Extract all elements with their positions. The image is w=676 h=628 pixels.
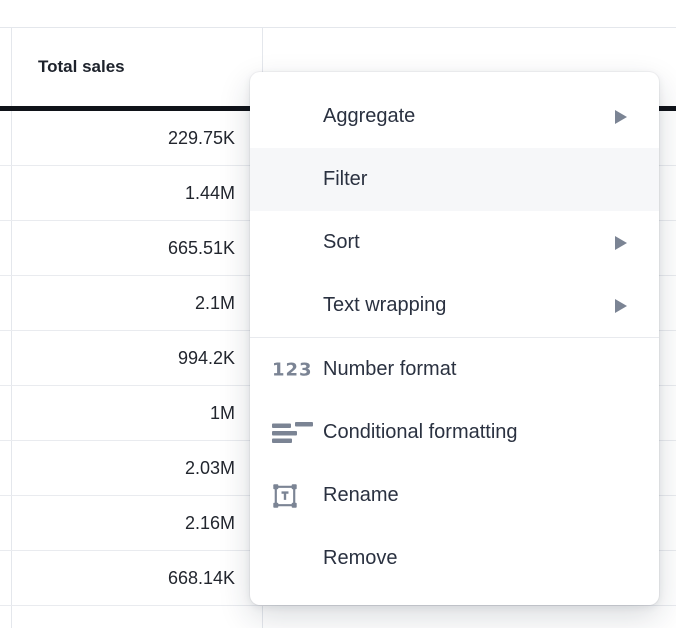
- total-sales-cell: 2.16M: [184, 513, 235, 533]
- menu-item-conditional-formatting[interactable]: Conditional formatting: [250, 401, 659, 464]
- submenu-arrow-icon: [615, 298, 627, 313]
- rename-icon: [272, 483, 298, 509]
- menu-item-number-format[interactable]: 123 Number format: [250, 338, 659, 401]
- column-header-total-sales[interactable]: Total sales: [12, 28, 262, 106]
- submenu-arrow-icon: [615, 235, 627, 250]
- menu-item-label: Remove: [323, 547, 398, 569]
- menu-item-text-wrapping[interactable]: Text wrapping: [250, 274, 659, 337]
- menu-item-label: Filter: [323, 168, 368, 190]
- menu-item-label: Conditional formatting: [323, 421, 518, 443]
- number-format-icon: 123: [272, 359, 313, 380]
- total-sales-cell: 665.51K: [167, 238, 235, 258]
- table-row: 668.14K: [0, 551, 676, 606]
- conditional-formatting-icon: [272, 421, 313, 444]
- menu-item-rename[interactable]: Rename: [250, 464, 659, 527]
- total-sales-cell: 1.44M: [184, 183, 235, 203]
- menu-item-label: Text wrapping: [323, 294, 447, 316]
- total-sales-cell: 994.2K: [177, 348, 235, 368]
- total-sales-cell: 668.14K: [167, 568, 235, 588]
- total-sales-cell: 2.03M: [184, 458, 235, 478]
- menu-separator: [250, 337, 659, 338]
- column-border-left: [11, 28, 12, 628]
- menu-item-label: Rename: [323, 484, 399, 506]
- total-sales-cell: 2.1M: [194, 293, 235, 313]
- menu-item-aggregate[interactable]: Aggregate: [250, 85, 659, 148]
- menu-item-sort[interactable]: Sort: [250, 211, 659, 274]
- menu-item-filter[interactable]: Filter: [250, 148, 659, 211]
- table-top-border: [0, 27, 676, 28]
- total-sales-cell: 1M: [209, 403, 235, 423]
- menu-item-remove[interactable]: Remove: [250, 527, 659, 590]
- column-header-label: Total sales: [38, 57, 125, 76]
- menu-item-label: Aggregate: [323, 105, 416, 127]
- submenu-arrow-icon: [615, 109, 627, 124]
- total-sales-cell: 229.75K: [167, 128, 235, 148]
- menu-item-label: Sort: [323, 231, 360, 253]
- column-context-menu: Aggregate Filter Sort Text wrapping 123 …: [250, 72, 659, 605]
- menu-item-label: Number format: [323, 358, 457, 380]
